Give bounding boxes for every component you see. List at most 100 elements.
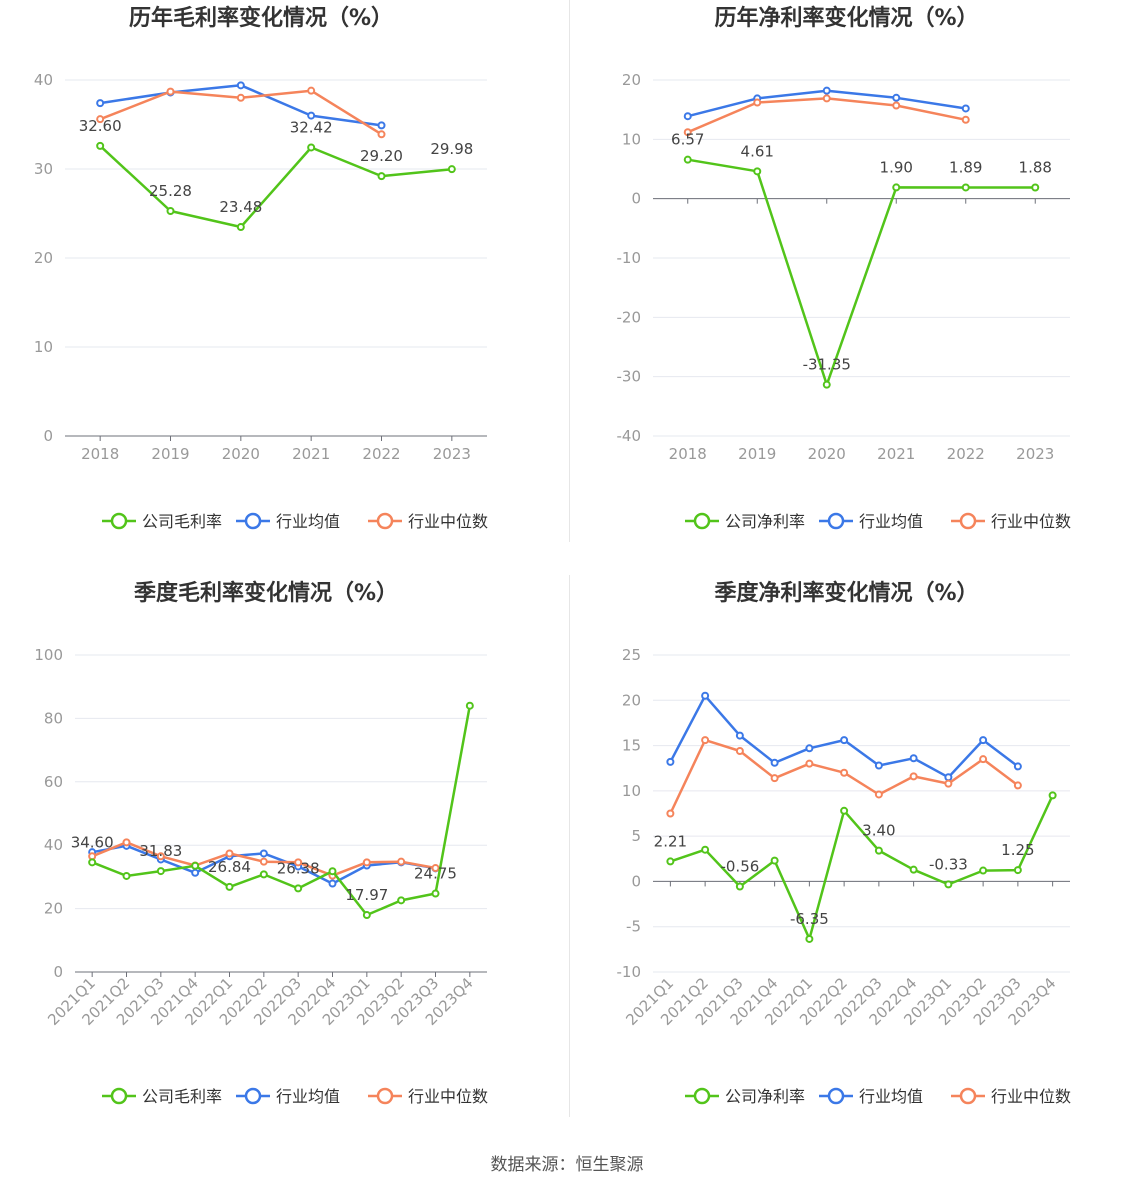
point-industry_median [377, 130, 386, 139]
point-industry_median [156, 852, 165, 861]
point-industry_median [362, 858, 371, 867]
point-industry_avg [666, 757, 675, 766]
point-industry_avg [191, 868, 200, 877]
point-company [822, 380, 831, 389]
legend-item-industry-avg[interactable]: 行业均值 [819, 1087, 923, 1106]
point-company [328, 867, 337, 876]
legend-marker [244, 512, 262, 530]
point-industry_median [753, 98, 762, 107]
y-tick-label: 10 [622, 782, 641, 800]
point-company [1048, 791, 1057, 800]
y-tick-label: -10 [617, 963, 642, 981]
chart-quarterly-net: 季度净利率变化情况（%）-10-505101520252021Q12021Q22… [617, 580, 1072, 1106]
point-industry_avg [328, 879, 337, 888]
point-company [362, 911, 371, 920]
point-industry_median [96, 115, 105, 124]
point-company [259, 870, 268, 879]
x-tick-label: 2019 [151, 445, 189, 463]
chart-title: 季度净利率变化情况（%） [714, 580, 978, 606]
point-industry_avg [805, 744, 814, 753]
legend-label: 行业均值 [276, 512, 340, 531]
point-company [753, 167, 762, 176]
legend-marker [110, 1087, 128, 1105]
point-industry_median [909, 772, 918, 781]
legend-marker [959, 512, 977, 530]
legend-item-company[interactable]: 公司毛利率 [102, 1087, 222, 1106]
data-label: -6.35 [790, 910, 829, 928]
chart-title: 季度毛利率变化情况（%） [134, 580, 398, 606]
legend-label: 行业中位数 [408, 512, 488, 531]
legend-item-company[interactable]: 公司净利率 [685, 512, 805, 531]
legend-item-company[interactable]: 公司净利率 [685, 1087, 805, 1106]
point-company [805, 934, 814, 943]
point-company [892, 183, 901, 192]
x-tick-label: 2021 [877, 445, 915, 463]
point-industry_avg [822, 86, 831, 95]
legend-item-industry-median[interactable]: 行业中位数 [951, 1087, 1071, 1106]
series-line-company [91, 705, 472, 917]
point-industry_avg [307, 111, 316, 120]
legend-marker [376, 512, 394, 530]
y-tick-label: -5 [626, 918, 641, 936]
point-industry_avg [892, 93, 901, 102]
point-industry_median [822, 94, 831, 103]
series-line-company [687, 158, 1036, 386]
legend-item-industry-avg[interactable]: 行业均值 [819, 512, 923, 531]
point-industry_median [874, 790, 883, 799]
legend-label: 行业均值 [276, 1087, 340, 1106]
legend-label: 公司毛利率 [142, 512, 222, 531]
point-company [979, 866, 988, 875]
point-industry_median [770, 774, 779, 783]
point-company [465, 701, 474, 710]
point-company [397, 896, 406, 905]
y-tick-label: 80 [44, 709, 63, 727]
legend-item-industry-avg[interactable]: 行业均值 [236, 1087, 340, 1106]
y-tick-label: 20 [622, 71, 641, 89]
y-tick-label: -30 [617, 368, 642, 386]
legend-marker [827, 1087, 845, 1105]
data-label: 23.48 [219, 198, 262, 216]
point-industry_median [735, 747, 744, 756]
point-company [447, 165, 456, 174]
legend-marker [110, 512, 128, 530]
point-industry_avg [961, 104, 970, 113]
point-industry_median [979, 755, 988, 764]
data-label: 26.38 [277, 859, 320, 877]
legend-item-industry-median[interactable]: 行业中位数 [368, 1087, 488, 1106]
legend-item-industry-median[interactable]: 行业中位数 [951, 512, 1071, 531]
x-tick-label: 2018 [81, 445, 119, 463]
point-industry_avg [701, 691, 710, 700]
point-industry_avg [259, 849, 268, 858]
series-line-industry_median [669, 738, 1019, 815]
point-company [431, 889, 440, 898]
x-tick-label: 2020 [222, 445, 260, 463]
point-industry_median [892, 101, 901, 110]
legend-item-industry-median[interactable]: 行业中位数 [368, 512, 488, 531]
legend-item-industry-avg[interactable]: 行业均值 [236, 512, 340, 531]
x-tick-label: 2023 [433, 445, 471, 463]
y-tick-label: 40 [34, 71, 53, 89]
point-industry_median [666, 809, 675, 818]
point-industry_avg [770, 758, 779, 767]
x-tick-label: 2018 [669, 445, 707, 463]
legend-item-company[interactable]: 公司毛利率 [102, 512, 222, 531]
legend-marker [693, 1087, 711, 1105]
point-industry_median [840, 768, 849, 777]
point-industry_avg [979, 736, 988, 745]
panel-annual-gross: 历年毛利率变化情况（%） 0 10 20 30 40 2018 2019 2020 2021 202… [0, 0, 567, 575]
point-industry_avg [735, 731, 744, 740]
point-industry_median [683, 128, 692, 137]
y-tick-label: -20 [617, 308, 642, 326]
data-label: 2.21 [654, 832, 687, 850]
data-label: 1.89 [949, 158, 982, 176]
point-industry_median [805, 759, 814, 768]
point-industry_median [701, 736, 710, 745]
chart-title: 历年净利率变化情况（%） [714, 5, 978, 31]
y-tick-label: 0 [631, 872, 641, 890]
chart-title: 历年毛利率变化情况（%） [129, 5, 393, 31]
point-company [909, 865, 918, 874]
point-industry_median [122, 838, 131, 847]
point-company [683, 155, 692, 164]
legend-label: 行业均值 [859, 1087, 923, 1106]
y-tick-label: 0 [43, 427, 53, 445]
